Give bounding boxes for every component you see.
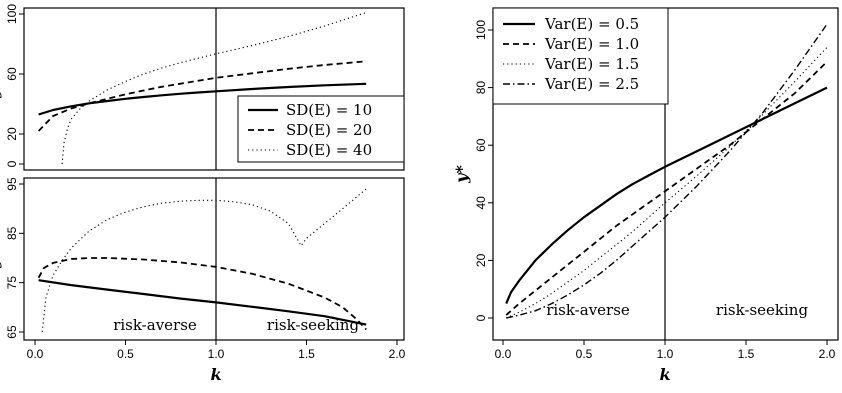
series-line-3 xyxy=(41,188,367,333)
y-tick-label: 0 xyxy=(474,314,488,321)
x-tick-label: 0.0 xyxy=(27,347,44,361)
series-line-4 xyxy=(506,23,828,319)
x-tick-label: 0.5 xyxy=(576,347,593,361)
legend-entry: SD(E) = 20 xyxy=(286,121,372,139)
y-axis-label: y* xyxy=(452,165,471,184)
x-tick-label: 1.0 xyxy=(208,347,225,361)
legend-entry: Var(E) = 1.0 xyxy=(544,35,639,53)
x-axis-label: k xyxy=(210,365,221,384)
legend-box xyxy=(237,95,405,163)
y-tick-label: 75 xyxy=(5,276,19,290)
region-label-risk-averse: risk-averse xyxy=(113,316,197,334)
y-axis-label: y* xyxy=(0,250,2,269)
legend-entry: Var(E) = 2.5 xyxy=(544,75,639,93)
y-tick-label: 60 xyxy=(474,138,488,152)
legend: Var(E) = 0.5 Var(E) = 1.0 Var(E) = 1.5 Var(… xyxy=(492,7,669,105)
panel-right: 0 20 40 60 80 100 0.0 0.5 1.0 1.5 2.0 k y* risk-avers… xyxy=(452,7,839,384)
y-tick-label: 20 xyxy=(474,253,488,267)
series-line-2 xyxy=(37,257,367,331)
series-line-3 xyxy=(505,46,828,319)
legend: SD(E) = 10 SD(E) = 20 SD(E) = 40 xyxy=(237,95,405,163)
series-line-2 xyxy=(37,60,367,132)
x-tick-label: 2.0 xyxy=(389,347,406,361)
series-line-3 xyxy=(61,11,367,165)
legend-entry: Var(E) = 1.5 xyxy=(544,55,639,73)
series-group xyxy=(505,23,828,319)
series-group xyxy=(37,188,367,333)
plot-frame xyxy=(23,177,405,341)
panel-bottom-left: 65 75 85 95 0.0 0.5 1.0 1.5 2.0 k y* risk-averse ris… xyxy=(0,177,406,384)
x-tick-label: 0.5 xyxy=(117,347,134,361)
panel-top-left: 0 20 60 100 y* SD(E) = 10 SD(E) = 20 SD(E) = 40 xyxy=(0,4,405,171)
x-tick-label: 1.5 xyxy=(298,347,315,361)
y-tick-label: 85 xyxy=(5,226,19,240)
y-tick-label: 65 xyxy=(5,325,19,339)
x-tick-label: 1.5 xyxy=(738,347,755,361)
x-tick-label: 2.0 xyxy=(819,347,836,361)
x-tick-label: 1.0 xyxy=(657,347,674,361)
plot-frame xyxy=(23,7,405,171)
y-tick-label: 100 xyxy=(474,20,488,40)
series-group xyxy=(37,11,367,165)
region-label-risk-seeking: risk-seeking xyxy=(267,316,360,334)
y-tick-label: 0 xyxy=(5,160,19,167)
y-tick-label: 40 xyxy=(474,196,488,210)
series-line-1 xyxy=(505,86,828,305)
x-tick-label: 0.0 xyxy=(495,347,512,361)
region-label-risk-averse: risk-averse xyxy=(546,301,630,319)
y-axis-label: y* xyxy=(0,80,2,99)
series-line-1 xyxy=(38,82,367,116)
legend-entry: Var(E) = 0.5 xyxy=(544,15,639,33)
region-label-risk-seeking: risk-seeking xyxy=(716,301,809,319)
y-tick-label: 100 xyxy=(5,4,19,24)
legend-entry: SD(E) = 10 xyxy=(286,101,372,119)
legend-entry: SD(E) = 40 xyxy=(286,141,372,159)
series-line-1 xyxy=(38,279,367,326)
y-tick-label: 60 xyxy=(5,67,19,81)
y-tick-label: 95 xyxy=(5,177,19,191)
y-tick-label: 80 xyxy=(474,81,488,95)
x-axis-label: k xyxy=(659,365,670,384)
y-tick-label: 20 xyxy=(5,127,19,141)
